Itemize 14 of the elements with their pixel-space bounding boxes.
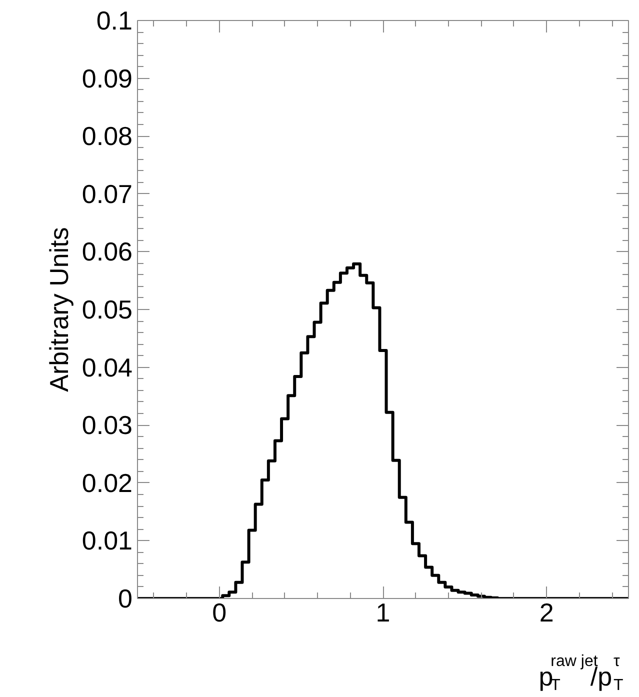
y-axis-title: Arbitrary Units: [44, 227, 74, 392]
y-tick-label: 0.1: [96, 6, 133, 36]
y-tick-label: 0.04: [82, 352, 133, 382]
y-tick-label: 0.03: [82, 410, 133, 440]
y-tick-label: 0.07: [82, 178, 133, 209]
y-tick-label: 0.09: [82, 63, 133, 94]
x-tick-label: 0: [212, 598, 227, 628]
y-tick-label: 0.06: [82, 236, 133, 267]
y-tick-label: 0.02: [82, 468, 133, 498]
y-tick-label: 0.08: [82, 121, 133, 152]
y-tick-label: 0.05: [82, 294, 133, 324]
y-tick-label: 0.01: [82, 526, 133, 556]
x-tick-label: 2: [539, 598, 554, 628]
x-tick-label: 1: [376, 598, 390, 628]
